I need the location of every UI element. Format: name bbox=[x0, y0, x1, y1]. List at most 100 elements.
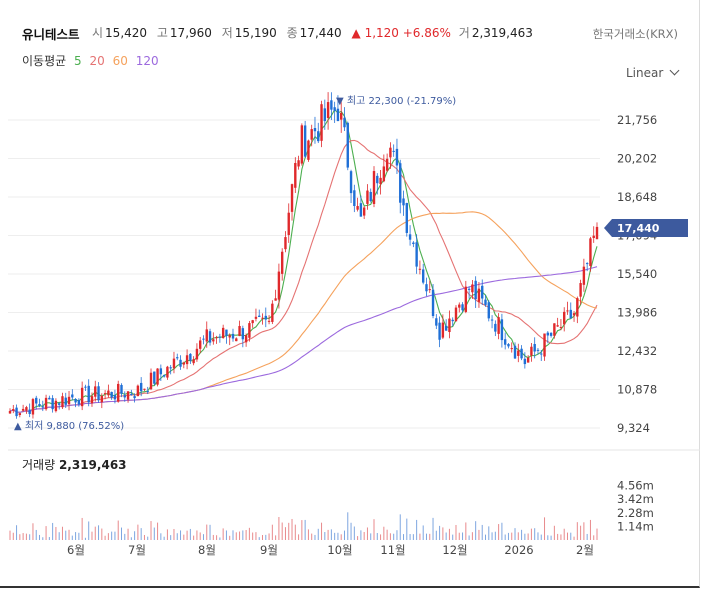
candle-body bbox=[484, 299, 487, 305]
candle-body bbox=[149, 372, 153, 390]
volume-bar bbox=[281, 522, 283, 540]
volume-bar bbox=[324, 532, 326, 540]
candle-body bbox=[418, 268, 422, 270]
volume-bar bbox=[370, 533, 372, 540]
volume-bar bbox=[448, 528, 450, 540]
date-tick-label: 10월 bbox=[327, 543, 352, 557]
candle-body bbox=[44, 397, 48, 410]
volume-bar bbox=[593, 535, 595, 540]
candle-body bbox=[569, 309, 572, 319]
volume-bar bbox=[212, 534, 214, 540]
candle-body bbox=[359, 203, 363, 217]
candle-body bbox=[323, 108, 327, 122]
volume-bar bbox=[393, 533, 395, 540]
candle-body bbox=[549, 332, 553, 336]
candle-body bbox=[546, 332, 550, 336]
date-tick-label: 12월 bbox=[442, 543, 467, 557]
candle-body bbox=[425, 284, 428, 292]
volume-bar bbox=[196, 530, 198, 540]
moving-average-lines bbox=[9, 108, 598, 413]
price-tick-label: 13,986 bbox=[617, 306, 657, 320]
candle-body bbox=[199, 340, 202, 349]
candle-body bbox=[297, 160, 300, 167]
candle-body bbox=[310, 129, 313, 140]
volume-bar bbox=[170, 535, 172, 540]
volume-bar bbox=[314, 534, 316, 540]
price-tick-label: 9,324 bbox=[617, 421, 650, 435]
low-label: 저 bbox=[221, 26, 233, 40]
volume-panel-label: 거래량 2,319,463 bbox=[22, 456, 127, 473]
candle-body bbox=[572, 313, 576, 316]
candle-body bbox=[494, 323, 497, 332]
volume-bar bbox=[275, 535, 277, 540]
candle-body bbox=[48, 397, 51, 400]
volume-bar bbox=[81, 517, 83, 540]
candle-body bbox=[497, 317, 500, 334]
candle-body bbox=[287, 212, 290, 235]
quote-header: 유니테스트 시 15,420 고 17,960 저 15,190 종 17,440 ▲ … bbox=[0, 22, 700, 42]
volume-bar bbox=[117, 520, 119, 540]
volume-bar bbox=[353, 526, 355, 540]
candle-body bbox=[543, 333, 546, 357]
volume-bar bbox=[386, 529, 388, 540]
volume-bar bbox=[202, 534, 204, 540]
candle-body bbox=[117, 383, 120, 402]
candle-body bbox=[408, 234, 412, 240]
scale-dropdown[interactable]: Linear bbox=[626, 65, 680, 80]
candle-body bbox=[563, 311, 566, 325]
candle-body bbox=[399, 163, 402, 203]
candle-body bbox=[90, 396, 94, 404]
volume-bar bbox=[107, 533, 109, 540]
volume-bar bbox=[485, 534, 487, 540]
date-tick-label: 8월 bbox=[198, 543, 216, 557]
candle-body bbox=[258, 315, 261, 317]
volume-label: 거 bbox=[458, 26, 470, 40]
volume-bar bbox=[557, 533, 559, 540]
candle-body bbox=[251, 320, 254, 324]
volume-bar bbox=[304, 519, 306, 540]
volume-bar bbox=[52, 522, 54, 540]
candle-body bbox=[444, 325, 448, 331]
candle-body bbox=[290, 184, 294, 212]
candle-body bbox=[77, 400, 81, 405]
volume-bar bbox=[127, 528, 129, 540]
volume-bar bbox=[180, 530, 182, 540]
candle-body bbox=[103, 393, 107, 395]
volume-bar bbox=[501, 522, 503, 540]
volume-bar bbox=[435, 530, 437, 540]
candle-body bbox=[435, 318, 438, 326]
volume-bar bbox=[248, 527, 250, 540]
volume-bar bbox=[199, 532, 201, 540]
volume-bar bbox=[265, 534, 267, 540]
candle-body bbox=[451, 319, 454, 322]
volume-bar bbox=[186, 530, 188, 540]
candle-body bbox=[389, 147, 392, 158]
candle-body bbox=[130, 393, 133, 396]
candle-body bbox=[123, 395, 126, 398]
volume-bar bbox=[340, 534, 342, 540]
volume-bar bbox=[193, 535, 195, 540]
candle-body bbox=[530, 346, 533, 356]
candle-body bbox=[21, 408, 25, 411]
volume-bar bbox=[583, 522, 585, 540]
high-label: 고 bbox=[156, 26, 168, 40]
price-tick-label: 10,878 bbox=[617, 383, 657, 397]
volume-bar bbox=[255, 532, 257, 540]
candle-body bbox=[477, 288, 481, 302]
volume-bar bbox=[458, 532, 460, 540]
candle-body bbox=[277, 271, 281, 300]
volume-bar bbox=[262, 535, 264, 540]
high-price-marker: ▼ 최고 22,300 (-21.79%) bbox=[336, 95, 456, 107]
exchange-name: 한국거래소(KRX) bbox=[592, 27, 678, 41]
volume-panel-value: 2,319,463 bbox=[58, 458, 127, 472]
candle-body bbox=[248, 323, 251, 338]
volume-bar bbox=[530, 528, 532, 540]
price-tick-label: 15,540 bbox=[617, 267, 657, 281]
volume-bar bbox=[527, 533, 529, 540]
candle-body bbox=[136, 385, 140, 397]
volume-bar bbox=[140, 528, 142, 540]
volume-bar bbox=[566, 532, 568, 540]
candle-body bbox=[369, 191, 372, 202]
moving-average-legend[interactable]: 이동평균 5 20 60 120 bbox=[22, 52, 163, 69]
